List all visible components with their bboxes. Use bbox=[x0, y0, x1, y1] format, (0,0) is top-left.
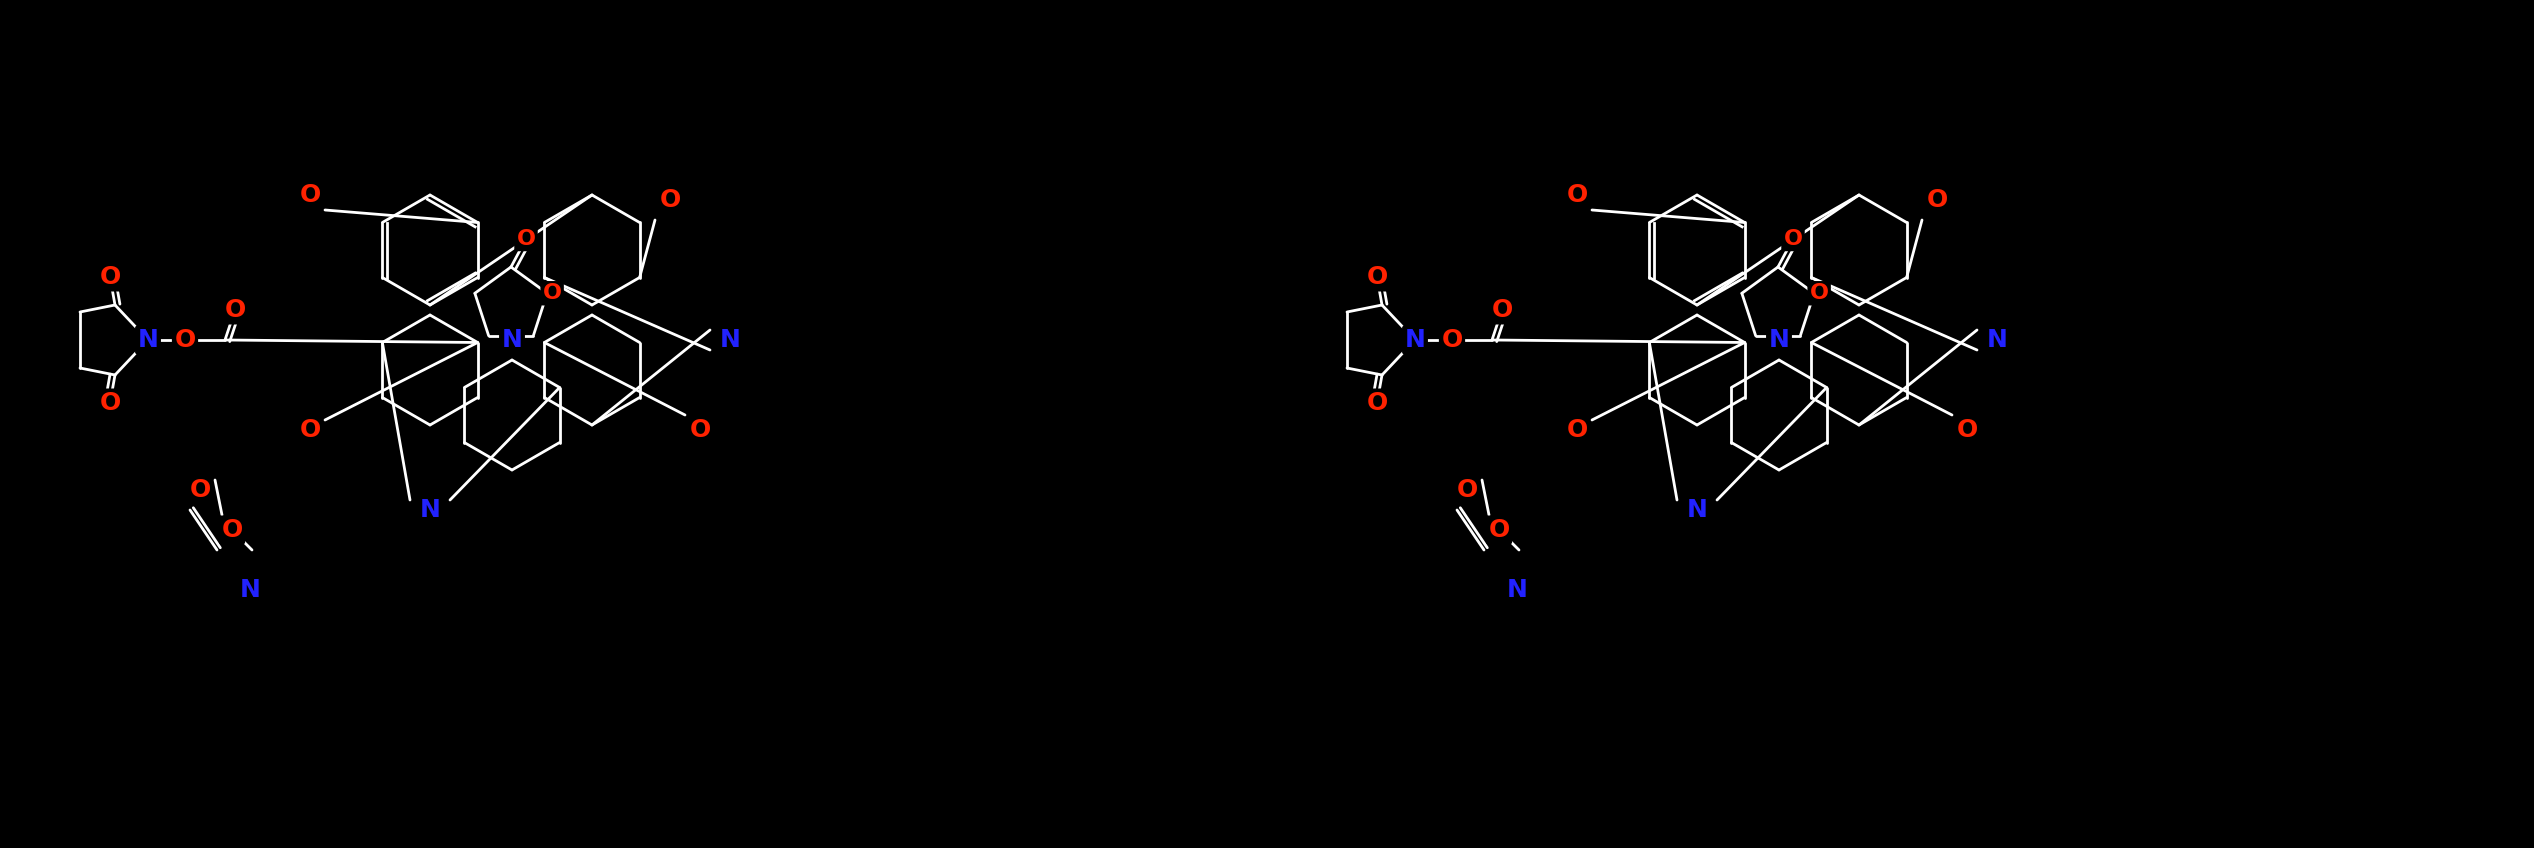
Text: N: N bbox=[1404, 328, 1427, 352]
Text: O: O bbox=[1926, 188, 1949, 212]
Text: O: O bbox=[220, 518, 243, 542]
Text: O: O bbox=[1457, 478, 1477, 502]
Text: O: O bbox=[517, 229, 535, 249]
Text: O: O bbox=[226, 298, 246, 322]
Text: O: O bbox=[1566, 183, 1589, 207]
Text: N: N bbox=[1987, 328, 2007, 352]
Text: O: O bbox=[175, 328, 195, 352]
Text: O: O bbox=[1956, 418, 1977, 442]
Text: N: N bbox=[502, 328, 522, 352]
Text: O: O bbox=[299, 418, 322, 442]
Text: O: O bbox=[689, 418, 710, 442]
Text: O: O bbox=[1566, 418, 1589, 442]
Text: O: O bbox=[542, 283, 563, 304]
Text: N: N bbox=[720, 328, 740, 352]
Text: N: N bbox=[241, 578, 261, 602]
Text: O: O bbox=[1487, 518, 1510, 542]
Text: O: O bbox=[1366, 391, 1389, 415]
Text: N: N bbox=[1688, 498, 1708, 522]
Text: N: N bbox=[1769, 328, 1789, 352]
Text: O: O bbox=[299, 183, 322, 207]
Text: O: O bbox=[1809, 283, 1830, 304]
Text: N: N bbox=[137, 328, 160, 352]
Text: N: N bbox=[421, 498, 441, 522]
Text: O: O bbox=[1784, 229, 1802, 249]
Text: O: O bbox=[1366, 265, 1389, 289]
Text: O: O bbox=[99, 265, 122, 289]
Text: O: O bbox=[659, 188, 682, 212]
Text: O: O bbox=[190, 478, 210, 502]
Text: O: O bbox=[1442, 328, 1462, 352]
Text: O: O bbox=[1493, 298, 1513, 322]
Text: O: O bbox=[99, 391, 122, 415]
Text: N: N bbox=[1508, 578, 1528, 602]
